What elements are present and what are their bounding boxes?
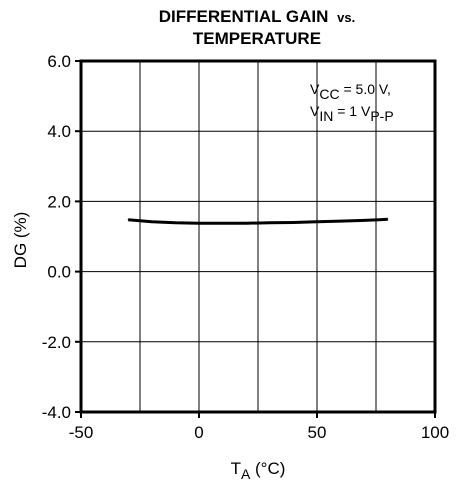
data-point-0-6 [269, 222, 271, 224]
data-point-0-3 [198, 222, 200, 224]
annotation-vcc-rest: = 5.0 V, [340, 81, 391, 97]
data-point-0-11 [387, 218, 389, 220]
data-point-0-10 [363, 219, 365, 221]
data-point-0-8 [316, 221, 318, 223]
data-point-0-1 [151, 221, 153, 223]
annotation-vcc-sub: CC [319, 86, 339, 102]
x-axis-label-main: T [231, 459, 241, 478]
series-line-0 [128, 217, 388, 225]
x-tick-label-0: -50 [69, 423, 94, 442]
data-point-0-2 [174, 222, 176, 224]
chart-title-main: DIFFERENTIAL GAIN [159, 7, 329, 26]
annotation-vcc: VCC = 5.0 V, [310, 81, 391, 102]
data-point-0-9 [340, 220, 342, 222]
chart-title-line2: TEMPERATURE [193, 29, 321, 48]
y-tick-label-1: -2.0 [42, 333, 71, 352]
y-tick-label-2: 0.0 [47, 263, 71, 282]
x-tick-label-2: 50 [308, 423, 327, 442]
series-group [127, 217, 389, 225]
plot-frame [79, 59, 437, 414]
annotation-vin-sub2: P-P [370, 108, 393, 124]
data-point-0-0 [127, 219, 129, 221]
x-tick-label-3: 100 [421, 423, 449, 442]
annotation-vin-mid: = 1 V [333, 103, 371, 119]
y-tick-label-5: 6.0 [47, 52, 71, 71]
annotation-vin: VIN = 1 VP-P [310, 103, 394, 124]
ticks: -4.0 -2.0 0.0 2.0 4.0 6.0 -50 0 50 100 [42, 52, 449, 442]
data-point-0-7 [292, 221, 294, 223]
data-point-0-4 [222, 222, 224, 224]
chart-title-line1: DIFFERENTIAL GAIN vs. [159, 7, 356, 26]
x-axis-label-unit: (°C) [250, 459, 285, 478]
grid [81, 61, 435, 412]
annotation-vcc-main: V [310, 81, 320, 97]
y-tick-label-0: -4.0 [42, 403, 71, 422]
annotation-vin-sub: IN [319, 108, 333, 124]
data-point-0-5 [245, 222, 247, 224]
chart-title-vs: vs. [337, 10, 355, 25]
annotation-vin-main: V [310, 103, 320, 119]
y-axis-label: DG (%) [11, 212, 30, 269]
x-axis-label-sub: A [241, 466, 251, 482]
x-tick-label-1: 0 [194, 423, 203, 442]
y-tick-label-3: 2.0 [47, 192, 71, 211]
x-axis-label: TA (°C) [231, 459, 286, 482]
y-tick-label-4: 4.0 [47, 122, 71, 141]
